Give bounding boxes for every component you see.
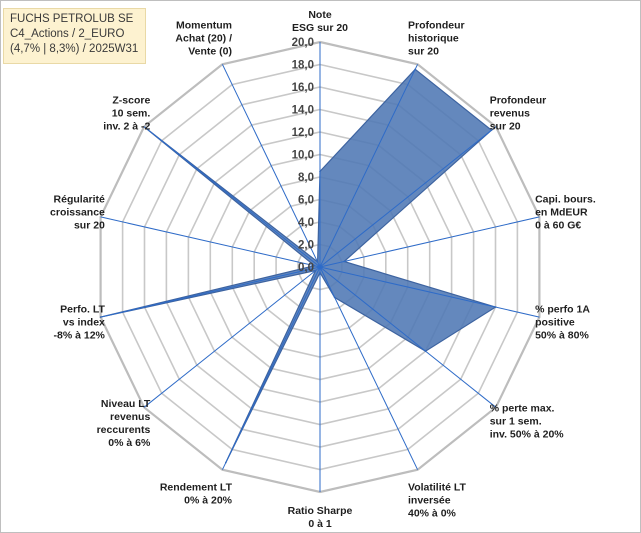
axis-label-line: croissance bbox=[50, 207, 105, 219]
axis-label-line: reccurents bbox=[97, 424, 151, 436]
axis-label: Note ESG sur 20 bbox=[292, 9, 348, 34]
axis-label-line: 0% à 20% bbox=[184, 495, 233, 507]
axis-label: Profondeur revenus sur 20 bbox=[490, 95, 547, 133]
tick-label: 6,0 bbox=[298, 195, 314, 207]
chart-title-box: FUCHS PETROLUB SE C4_Actions / 2_EURO (4… bbox=[3, 8, 146, 64]
tick-label: 2,0 bbox=[298, 240, 314, 252]
axis-label-line: 50% à 80% bbox=[535, 329, 589, 341]
axis-label-line: ESG sur 20 bbox=[292, 22, 348, 34]
tick-label: 20,0 bbox=[292, 37, 314, 49]
axis-spoke bbox=[143, 266, 321, 408]
axis-label: Niveau LT revenus reccurents 0% à 6% bbox=[97, 398, 151, 449]
axis-spoke bbox=[221, 64, 321, 268]
axis-label-line: en MdEUR bbox=[535, 207, 588, 219]
axis-label: Profondeur historique sur 20 bbox=[408, 19, 465, 57]
axis-label: Capi. bours. en MdEUR 0 à 60 G€ bbox=[535, 194, 596, 232]
axis-label: % perfo 1A positive 50% à 80% bbox=[535, 303, 590, 341]
axis-label-line: vs index bbox=[63, 316, 105, 328]
radar-tick-labels: 0,0 2,0 4,0 6,0 8,0 10,0 12,0 14,0 16,0 18,0 20,0 bbox=[292, 37, 314, 274]
axis-spoke bbox=[100, 216, 321, 268]
axis-label-line: inversée bbox=[408, 495, 451, 507]
axis-label-line: historique bbox=[408, 32, 459, 44]
title-line-2: C4_Actions / 2_EURO bbox=[10, 28, 125, 40]
axis-label-line: inv. 50% à 20% bbox=[490, 428, 565, 440]
axis-spoke bbox=[319, 216, 540, 268]
axis-label-line: Achat (20) / bbox=[175, 32, 232, 44]
axis-label-line: revenus bbox=[110, 411, 150, 423]
axis-spoke bbox=[319, 266, 419, 470]
axis-label: Régularité croissance sur 20 bbox=[50, 194, 105, 232]
axis-label: Z-score 10 sem. inv. 2 à -2 bbox=[103, 95, 150, 133]
axis-label-line: -8% à 12% bbox=[54, 329, 106, 341]
axis-label-line: 0 à 1 bbox=[308, 518, 332, 530]
axis-spoke bbox=[100, 266, 321, 318]
axis-label-line: % perte max. bbox=[490, 402, 555, 414]
tick-label: 18,0 bbox=[292, 60, 314, 72]
title-line-1: FUCHS PETROLUB SE bbox=[10, 13, 134, 25]
axis-spoke bbox=[319, 64, 419, 268]
axis-label-line: Perfo. LT bbox=[60, 303, 105, 315]
title-line-3: (4,7% | 8,3%) / 2025W31 bbox=[10, 43, 139, 55]
tick-label: 0,0 bbox=[298, 262, 314, 274]
axis-label-line: Vente (0) bbox=[188, 45, 232, 57]
axis-label: Perfo. LT vs index -8% à 12% bbox=[54, 303, 106, 341]
axis-label-line: Z-score bbox=[112, 95, 150, 107]
axis-label-line: Profondeur bbox=[490, 95, 547, 107]
radar-axis-labels: Note ESG sur 20 Profondeur historique sur 20… bbox=[50, 9, 596, 530]
tick-label: 10,0 bbox=[292, 150, 314, 162]
axis-label-line: 10 sem. bbox=[112, 108, 151, 120]
axis-label-line: Profondeur bbox=[408, 19, 465, 31]
axis-spoke bbox=[319, 266, 497, 408]
axis-label-line: 40% à 0% bbox=[408, 508, 457, 520]
axis-label-line: Volatilité LT bbox=[408, 482, 467, 494]
axis-spoke bbox=[143, 126, 321, 268]
axis-label-line: Niveau LT bbox=[101, 398, 151, 410]
axis-label-line: revenus bbox=[490, 108, 530, 120]
axis-label-line: Rendement LT bbox=[160, 482, 233, 494]
axis-label-line: Momentum bbox=[176, 19, 232, 31]
tick-label: 16,0 bbox=[292, 82, 314, 94]
axis-label-line: sur 1 sem. bbox=[490, 415, 542, 427]
tick-label: 12,0 bbox=[292, 127, 314, 139]
tick-label: 14,0 bbox=[292, 105, 314, 117]
axis-label: Ratio Sharpe 0 à 1 bbox=[288, 505, 353, 530]
axis-label-line: inv. 2 à -2 bbox=[103, 121, 150, 133]
axis-label: % perte max. sur 1 sem. inv. 50% à 20% bbox=[490, 402, 565, 440]
axis-label-line: Capi. bours. bbox=[535, 194, 596, 206]
axis-label: Momentum Achat (20) / Vente (0) bbox=[175, 19, 232, 57]
axis-spoke bbox=[221, 266, 321, 470]
axis-label-line: positive bbox=[535, 316, 575, 328]
axis-label-line: sur 20 bbox=[490, 121, 521, 133]
tick-label: 4,0 bbox=[298, 217, 314, 229]
axis-label-line: sur 20 bbox=[408, 45, 439, 57]
axis-label: Rendement LT 0% à 20% bbox=[160, 482, 233, 507]
axis-spoke bbox=[319, 266, 540, 318]
axis-label-line: 0% à 6% bbox=[108, 437, 151, 449]
axis-label-line: Ratio Sharpe bbox=[288, 505, 353, 517]
axis-label-line: Note bbox=[308, 9, 331, 21]
axis-spoke bbox=[319, 126, 497, 268]
axis-label: Volatilité LT inversée 40% à 0% bbox=[408, 482, 467, 520]
radar-spokes bbox=[100, 42, 540, 492]
axis-label-line: 0 à 60 G€ bbox=[535, 220, 581, 232]
tick-label: 8,0 bbox=[298, 172, 314, 184]
axis-label-line: sur 20 bbox=[74, 220, 105, 232]
axis-label-line: Régularité bbox=[54, 194, 106, 206]
axis-label-line: % perfo 1A bbox=[535, 303, 590, 315]
